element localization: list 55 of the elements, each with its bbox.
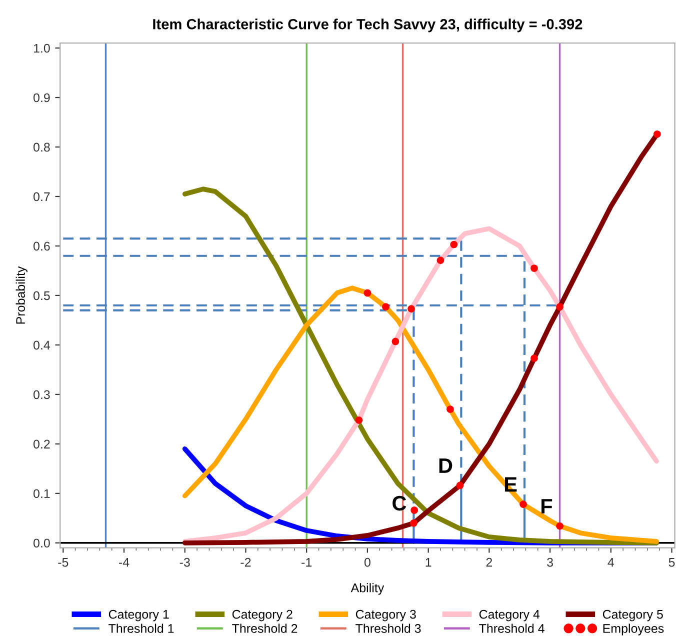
point (446, 406, 454, 413)
legend-label: Threshold 3 (356, 624, 421, 633)
y-tick-label: 0.3 (33, 390, 50, 400)
y-tick-label: 0.6 (33, 242, 50, 251)
x-tick-label: 3 (547, 558, 553, 567)
legend-label: Threshold 4 (479, 624, 544, 633)
x-tick-label: 2 (486, 558, 492, 567)
point (410, 506, 418, 514)
legend-label: Category 5 (602, 610, 663, 622)
annotation: D (439, 458, 452, 473)
legend-label: Threshold 2 (232, 624, 298, 633)
point (436, 256, 444, 264)
point (456, 482, 464, 490)
y-tick-label: 0.7 (33, 192, 50, 202)
legend-label: Category 4 (479, 610, 540, 622)
y-axis-title: Probability (16, 266, 28, 324)
legend-label: Category 3 (356, 610, 416, 622)
x-tick-label: -5 (58, 558, 68, 567)
x-tick-label: -1 (302, 558, 312, 567)
legend-label: Category 1 (108, 610, 169, 622)
y-tick-label: 0.5 (33, 291, 50, 300)
x-tick-label: 0 (364, 558, 370, 567)
point (450, 240, 458, 248)
x-tick-label: 4 (608, 558, 614, 567)
point (653, 130, 661, 138)
legend-label: Category 2 (232, 610, 292, 622)
point (530, 264, 538, 272)
x-tick-label: 5 (668, 558, 675, 567)
y-tick-label: 0.2 (33, 440, 50, 449)
legend-label: Employees (603, 624, 664, 636)
point (530, 354, 538, 362)
point (410, 519, 418, 527)
y-tick-label: 0.9 (33, 93, 50, 102)
point (382, 303, 390, 311)
point (355, 416, 363, 424)
y-tick-label: 0.8 (33, 142, 50, 152)
x-tick-label: -2 (240, 558, 251, 567)
point (520, 500, 527, 508)
y-tick-label: 0.4 (33, 340, 50, 350)
point (392, 338, 400, 346)
point (556, 522, 564, 530)
point (556, 303, 564, 311)
legend-label: Threshold 1 (108, 624, 174, 633)
point (364, 289, 372, 297)
x-tick-label: -4 (119, 558, 130, 567)
y-tick-label: 0.0 (33, 538, 50, 548)
annotation: F (542, 499, 552, 514)
point (408, 305, 415, 312)
y-tick-label: 1.0 (34, 44, 50, 53)
y-tick-label: 0.1 (33, 489, 50, 498)
x-axis-title: Ability (350, 583, 384, 595)
x-tick-label: 1 (426, 558, 432, 567)
line-series (182, 286, 659, 544)
chart-title: Item Characteristic Curve for Tech Savvy 23, difficulty = -0.392 (153, 18, 582, 32)
x-tick-label: -3 (180, 558, 190, 567)
